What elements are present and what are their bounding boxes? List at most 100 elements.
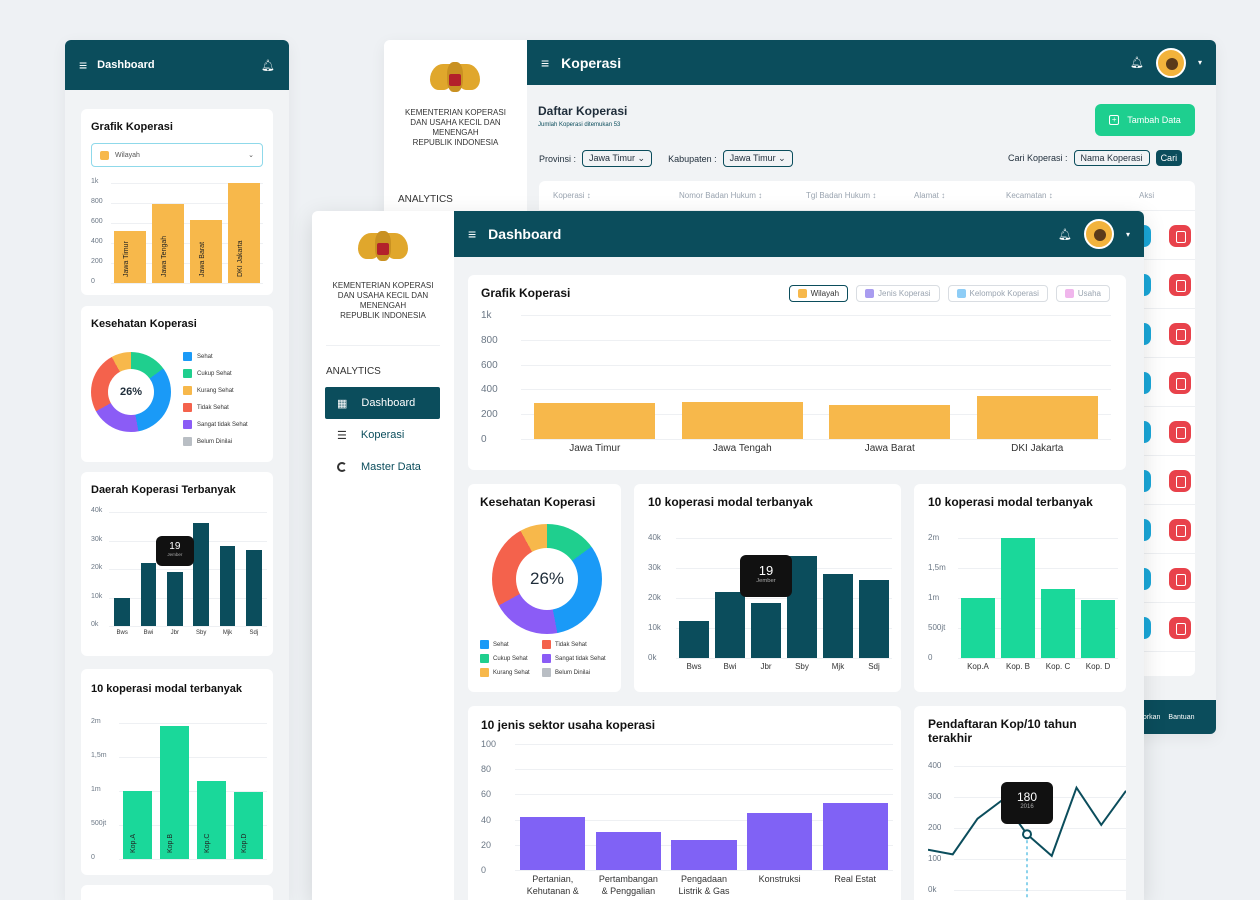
mobile-donut-center: 26% <box>108 369 154 415</box>
grid-line <box>111 283 263 284</box>
delete-button[interactable] <box>1169 519 1191 541</box>
y-tick-label: 800 <box>91 198 103 205</box>
grid-line <box>515 744 893 745</box>
footer-link-bantuan[interactable]: Bantuan <box>1168 714 1195 721</box>
chart-bar <box>859 580 889 658</box>
line-svg <box>928 785 1126 900</box>
mobile-wilayah-select[interactable]: Wilayah ⌄ <box>91 143 263 167</box>
x-tick-label: Jawa Barat <box>864 443 915 454</box>
sidebar-item-master-data[interactable]: Master Data <box>325 451 440 483</box>
delete-button[interactable] <box>1169 470 1191 492</box>
delete-button[interactable] <box>1169 372 1191 394</box>
grid-line <box>521 439 1111 440</box>
mobile-modal-chart: 2m 1,5m 1m 500jt 0 Kop.A Kop.B Kop.C Kop.D <box>91 718 267 867</box>
bar-label: DKI Jakarta <box>236 240 244 277</box>
legend-item: Belum Dinilai <box>183 433 248 450</box>
x-tick-label: Kop.A <box>967 662 989 671</box>
x-tick-label: Kop. C <box>1045 662 1071 671</box>
delete-button[interactable] <box>1169 568 1191 590</box>
mobile-header-title: Dashboard <box>97 59 155 71</box>
mobile-kesehatan-legend: Sehat Cukup Sehat Kurang Sehat Tidak Sehat S… <box>183 348 248 450</box>
chart-bar <box>961 598 995 658</box>
x-tick-label: Bws <box>686 662 702 671</box>
grid-line <box>119 791 267 792</box>
modal-green-chart: 2m 1,5m 1m 500jt 0 Kop.A Kop. B Kop. C Kop. D <box>928 532 1118 680</box>
x-tick-label: Jbr <box>760 662 772 671</box>
modal-dark-card: 10 koperasi modal terbanyak 40k 30k 20k 10k… <box>634 484 901 692</box>
bell-icon[interactable]: 🔔︎ <box>261 59 275 72</box>
cari-button[interactable]: Cari <box>1155 150 1183 166</box>
column-header: Kecamatan ↕ <box>1006 191 1053 200</box>
y-tick-label: 0k <box>928 885 937 894</box>
y-tick-label: 20k <box>91 564 103 571</box>
data-point <box>1022 829 1032 840</box>
chart-bar <box>219 546 236 626</box>
x-tick-label: Sby <box>195 630 207 636</box>
legend-label: Wilayah <box>810 289 840 298</box>
kesehatan-title: Kesehatan Koperasi <box>480 495 596 509</box>
koperasi-sidebar-section: ANALYTICS <box>398 194 453 205</box>
search-input[interactable]: Nama Koperasi <box>1073 150 1150 166</box>
y-tick-label: 200 <box>928 823 942 832</box>
y-tick-label: 0 <box>481 865 487 875</box>
y-tick-label: 0k <box>91 621 99 628</box>
legend-label: Kelompok Koperasi <box>969 289 1039 298</box>
grid-line <box>521 414 1111 416</box>
sidebar-item-koperasi[interactable]: ☰ Koperasi <box>337 429 405 442</box>
x-tick-label: Bws <box>116 630 128 636</box>
bell-icon[interactable]: 🔔︎ <box>1130 57 1144 69</box>
delete-button[interactable] <box>1169 421 1191 443</box>
pendaftaran-chart: 400 300 200 100 0k 180 2016 <box>928 760 1126 900</box>
bell-icon[interactable]: 🔔︎ <box>1058 228 1072 241</box>
sektor-title: 10 jenis sektor usaha koperasi <box>481 718 656 732</box>
kesehatan-card: Kesehatan Koperasi 26% Sehat Tidak Sehat C… <box>468 484 621 692</box>
table-header: Koperasi ↕ Nomor Badan Hukum ↕ Tgl Badan H… <box>539 181 1195 211</box>
kesehatan-donut-center: 26% <box>516 548 578 610</box>
legend-label: Kurang Sehat <box>197 387 234 394</box>
y-tick-label: 0 <box>91 854 95 861</box>
y-tick-label: 40k <box>91 507 103 514</box>
delete-button[interactable] <box>1169 617 1191 639</box>
dashboard-sidebar: KEMENTERIAN KOPERASI DAN USAHA KECIL DAN… <box>312 211 454 900</box>
legend-label: Jenis Koperasi <box>878 289 931 298</box>
chart-bar: Kop.A <box>122 791 153 859</box>
avatar[interactable] <box>1155 47 1186 78</box>
menu-icon[interactable]: ≡ <box>541 54 550 71</box>
list-icon: ☰ <box>337 429 347 442</box>
avatar[interactable] <box>1083 219 1114 249</box>
delete-button[interactable] <box>1169 225 1191 247</box>
mobile-modal-title: 10 koperasi modal terbanyak <box>91 683 243 695</box>
column-header: Nomor Badan Hukum ↕ <box>679 191 763 200</box>
delete-button[interactable] <box>1169 323 1191 345</box>
legend-label: Cukup Sehat <box>197 370 232 377</box>
chart-bar <box>166 571 183 626</box>
grid-line <box>109 512 267 513</box>
chart-tooltip: 180 2016 <box>1001 782 1053 825</box>
mobile-kesehatan-card: Kesehatan Koperasi 26% Sehat Cukup Sehat K… <box>81 306 273 462</box>
bar-label: Kop.D <box>241 833 249 853</box>
mobile-daerah-title: Daerah Koperasi Terbanyak <box>91 484 236 496</box>
chevron-down-icon[interactable]: ▾ <box>1197 58 1202 67</box>
grid-line <box>109 597 267 599</box>
footer-link-laporkan[interactable]: porkan <box>1139 714 1161 721</box>
legend-swatch <box>542 654 551 663</box>
tambah-data-button[interactable]: + Tambah Data <box>1095 104 1195 136</box>
x-tick-label: Jawa Tengah <box>712 443 772 454</box>
grid-icon: ▦ <box>337 397 348 410</box>
x-tick-label: Mjk <box>222 630 233 636</box>
menu-icon[interactable]: ≡ <box>468 226 477 242</box>
chart-bar <box>1001 538 1035 658</box>
delete-button[interactable] <box>1169 274 1191 296</box>
bar-label: Jawa Tengah <box>160 235 168 277</box>
sidebar-item-dashboard[interactable]: ▦ Dashboard <box>325 387 440 419</box>
chevron-down-icon[interactable]: ▾ <box>1125 229 1130 239</box>
kabupaten-select[interactable]: Jawa Timur ⌄ <box>722 150 793 167</box>
x-tick-label: Sby <box>795 662 809 671</box>
chart-tooltip: 19 Jember <box>740 554 792 597</box>
provinsi-select[interactable]: Jawa Timur ⌄ <box>582 150 653 167</box>
grid-line <box>515 819 893 821</box>
grid-line <box>521 339 1111 341</box>
menu-icon[interactable]: ≡ <box>79 57 88 73</box>
legend-item: Tidak Sehat <box>542 640 612 649</box>
x-tick-label: Konstruksi <box>758 874 801 884</box>
